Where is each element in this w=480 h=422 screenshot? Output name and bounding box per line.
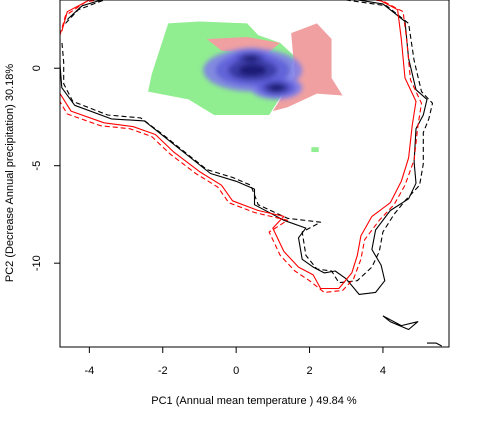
y-axis: 0 -5 -10 [31, 65, 61, 271]
envelope-line-1 [60, 0, 428, 295]
overlap-density-layer [203, 47, 303, 100]
y-axis-title: PC2 (Decrease Annual precipitation) 30.1… [4, 64, 16, 283]
x-tick-label: 4 [380, 365, 386, 377]
y-tick-label: -5 [31, 161, 43, 171]
x-axis-title: PC1 (Annual mean temperature ) 49.84 % [151, 395, 357, 407]
envelope-line-6 [427, 342, 442, 347]
density-blob-2-level-4 [269, 84, 284, 91]
envelope-line-3 [60, 0, 417, 290]
x-tick-label: -4 [84, 365, 94, 377]
density-blob-1-level-4 [238, 64, 267, 77]
x-axis: -4 -2 0 2 4 [84, 346, 386, 377]
envelope-line-4 [60, 0, 423, 293]
y-tick-label: 0 [31, 65, 43, 71]
envelope-line-5 [382, 315, 419, 331]
envelope-line-2 [61, 0, 434, 284]
density-blob-3-level-4 [243, 55, 259, 62]
envelope-lines-layer [60, 0, 442, 347]
niche-region-4 [311, 147, 319, 153]
x-tick-label: 0 [233, 365, 239, 377]
y-tick-label: -10 [31, 255, 43, 271]
plot-area [60, 0, 442, 347]
x-tick-label: 2 [306, 365, 312, 377]
x-tick-label: -2 [158, 365, 168, 377]
